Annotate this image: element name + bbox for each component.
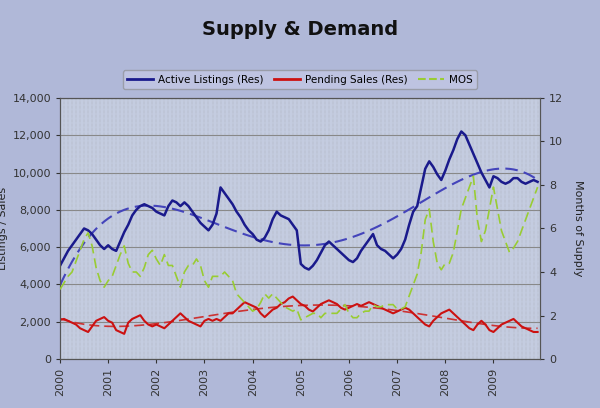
Y-axis label: Months of Supply: Months of Supply (572, 180, 583, 277)
Legend: Active Listings (Res), Pending Sales (Res), MOS: Active Listings (Res), Pending Sales (Re… (122, 71, 478, 89)
Y-axis label: Listings / Sales: Listings / Sales (0, 187, 8, 270)
Text: Supply & Demand: Supply & Demand (202, 20, 398, 40)
